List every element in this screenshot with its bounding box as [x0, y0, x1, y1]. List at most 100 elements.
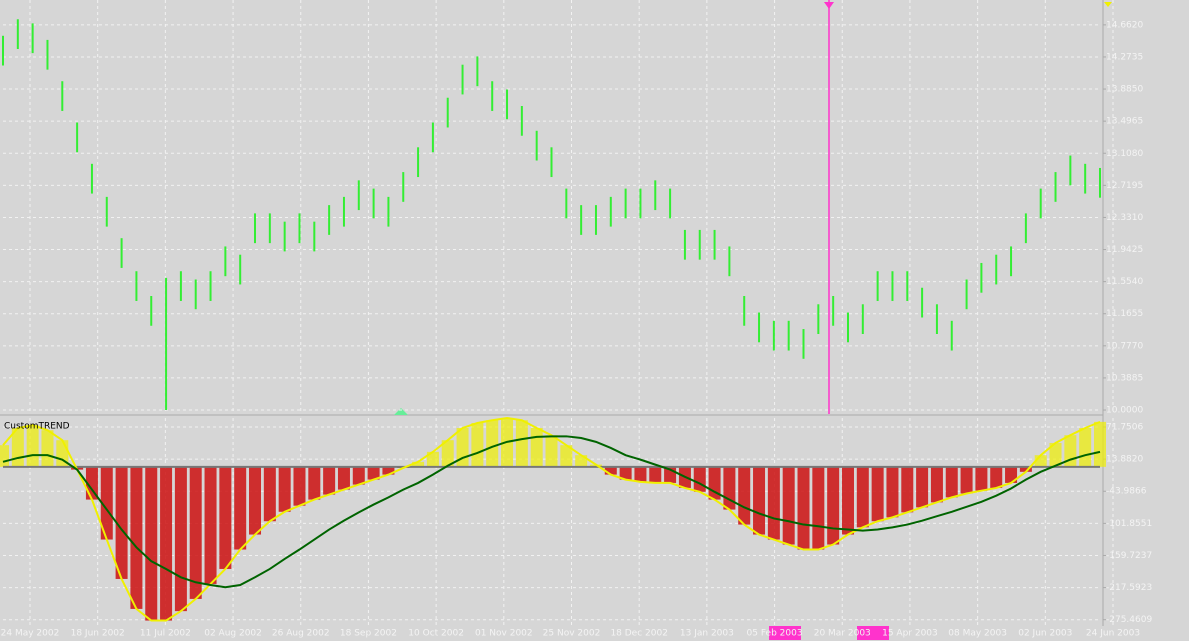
histogram-bar — [1079, 427, 1092, 467]
histogram-bar — [1094, 421, 1106, 467]
y-tick-label: -101.8551 — [1106, 519, 1152, 529]
histogram-bar — [1049, 442, 1062, 467]
histogram-bar — [990, 466, 1003, 488]
histogram-bar — [367, 466, 380, 480]
y-tick-label: 13.8820 — [1106, 455, 1143, 465]
x-tick-label: 13 Jan 2003 — [680, 629, 734, 639]
x-tick-label: 10 Oct 2002 — [408, 629, 464, 639]
x-tick-label: 08 May 2003 — [948, 629, 1007, 639]
y-tick-label: 13.4965 — [1106, 117, 1143, 127]
histogram-bar — [827, 466, 840, 545]
histogram-bar — [619, 466, 632, 480]
histogram-bar — [41, 430, 54, 467]
histogram-bar — [234, 466, 247, 550]
x-tick-label: 15 Apr 2003 — [882, 629, 938, 639]
histogram-bar — [1005, 466, 1018, 483]
x-tick-label: 18 Jun 2002 — [71, 629, 125, 639]
histogram-bar — [293, 466, 306, 506]
histogram-bar — [0, 445, 9, 467]
indicator-line — [2, 435, 1101, 589]
y-tick-label: -275.4609 — [1106, 615, 1152, 625]
y-tick-label: 12.3310 — [1106, 213, 1143, 223]
y-tick-label: -159.7237 — [1106, 551, 1152, 561]
x-tick-label: 25 Nov 2002 — [543, 629, 601, 639]
histogram-bar — [308, 466, 321, 500]
indicator-title: CustomTREND — [4, 422, 70, 432]
histogram-bar — [856, 466, 869, 528]
histogram-bar — [634, 466, 647, 482]
histogram-bar — [471, 422, 484, 467]
histogram-bar — [708, 466, 721, 500]
histogram-bar — [115, 466, 128, 579]
histogram-bar — [782, 466, 795, 545]
x-tick-label: 24 Jun 2003 — [1086, 629, 1140, 639]
histogram-bar — [1019, 466, 1032, 472]
y-tick-label: 11.1655 — [1106, 309, 1143, 319]
x-tick-label: 02 Jun 2003 — [1018, 629, 1072, 639]
y-tick-label: -43.9866 — [1106, 487, 1147, 497]
histogram-bar — [723, 466, 736, 510]
histogram-bar — [945, 466, 958, 498]
histogram-bar — [575, 455, 588, 467]
y-tick-label: -217.5923 — [1106, 583, 1152, 593]
histogram-bar — [753, 466, 766, 535]
shift-marker — [1104, 2, 1112, 7]
histogram-bar — [975, 466, 988, 491]
histogram-bar — [930, 466, 943, 503]
histogram-bar — [189, 466, 202, 599]
histogram-bar — [337, 466, 350, 490]
cursor-marker — [824, 2, 834, 9]
x-tick-label: 11 Jul 2002 — [140, 629, 191, 639]
histogram-bar — [515, 420, 528, 467]
x-tick-label: 02 Aug 2002 — [204, 629, 262, 639]
histogram-bar — [767, 466, 780, 540]
y-tick-label: 12.7195 — [1106, 181, 1143, 191]
y-tick-label: 10.7770 — [1106, 341, 1143, 351]
histogram-bar — [263, 466, 276, 522]
histogram-bar — [412, 461, 425, 467]
histogram-bar — [219, 466, 232, 569]
histogram-bar — [426, 451, 439, 467]
y-tick-label: 11.9425 — [1106, 245, 1143, 255]
histogram-bar — [530, 427, 543, 467]
histogram-bar — [560, 445, 573, 467]
histogram-bar — [441, 440, 454, 467]
histogram-bar — [100, 466, 113, 540]
cursor-highlight — [769, 626, 801, 640]
histogram-bar — [130, 466, 143, 609]
histogram-bar — [916, 466, 929, 508]
histogram-bar — [886, 466, 899, 518]
histogram-bar — [693, 466, 706, 492]
histogram-bar — [901, 466, 914, 513]
y-tick-label: 14.6620 — [1106, 20, 1143, 30]
histogram-bar — [323, 466, 336, 495]
scroll-marker — [394, 408, 408, 415]
x-tick-label: 18 Sep 2002 — [340, 629, 397, 639]
y-tick-label: 10.3885 — [1106, 373, 1143, 383]
histogram-bar — [278, 466, 291, 512]
histogram-bar — [738, 466, 751, 525]
histogram-bar — [841, 466, 854, 535]
x-tick-label: 05 Feb 2003 — [747, 629, 803, 639]
histogram-bar — [160, 466, 173, 621]
histogram-bar — [604, 466, 617, 475]
histogram-bar — [382, 466, 395, 475]
x-tick-label: 20 Mar 2003 — [814, 629, 871, 639]
histogram-bar — [204, 466, 217, 584]
y-tick-label: 10.0000 — [1106, 406, 1143, 416]
histogram-bar — [486, 420, 499, 467]
y-tick-label: 11.5540 — [1106, 277, 1143, 287]
histogram-bar — [649, 466, 662, 483]
y-tick-label: 13.8850 — [1106, 85, 1143, 95]
histogram-bar — [249, 466, 262, 535]
histogram-bar — [145, 466, 158, 621]
histogram-bar — [545, 435, 558, 467]
histogram-bar — [812, 466, 825, 550]
y-tick-label: 13.1080 — [1106, 149, 1143, 159]
x-tick-label: 01 Nov 2002 — [475, 629, 533, 639]
histogram-bar — [960, 466, 973, 494]
histogram-bar — [871, 466, 884, 522]
histogram-bar — [174, 466, 187, 612]
